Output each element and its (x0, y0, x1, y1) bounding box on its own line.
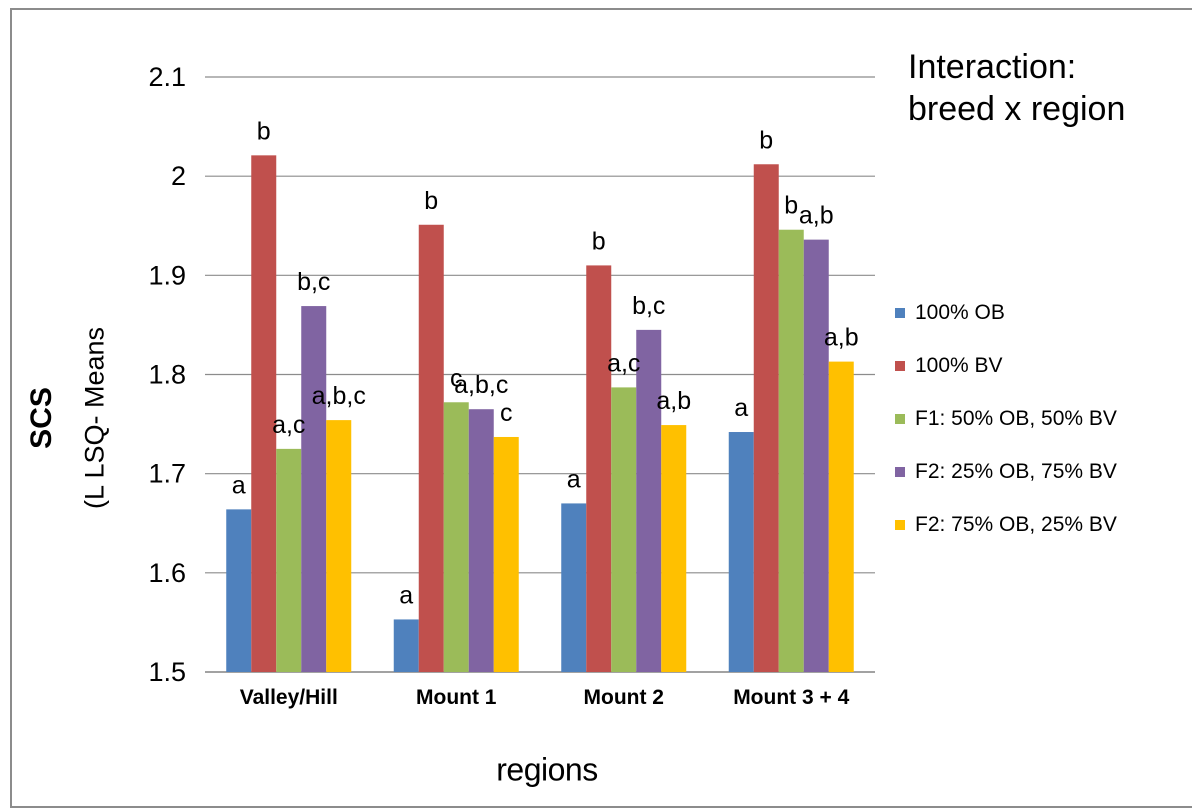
bar (728, 432, 754, 672)
x-tick-label: Valley/Hill (240, 686, 338, 709)
annotation-line-1: Interaction: (908, 48, 1077, 86)
y-tick-label: 1.6 (148, 558, 186, 588)
legend-item: F1: 50% OB, 50% BV (895, 392, 1117, 445)
significance-label: b (592, 227, 606, 255)
bar (661, 425, 687, 672)
bar (561, 503, 587, 672)
bar (468, 409, 494, 672)
significance-label: b (257, 117, 271, 145)
bar (611, 387, 637, 672)
legend-label: F2: 75% OB, 25% BV (915, 512, 1117, 536)
bars (226, 155, 854, 672)
legend-label: F1: 50% OB, 50% BV (915, 406, 1117, 430)
significance-label: b,c (297, 268, 330, 296)
x-tick-label: Mount 2 (584, 686, 664, 709)
bar (276, 448, 302, 672)
bar (636, 329, 662, 672)
x-tick-label: Mount 1 (416, 686, 497, 709)
legend-swatch (895, 519, 905, 530)
bar (493, 436, 519, 672)
significance-label: a,b (799, 202, 834, 230)
y-axis-label: SCS (25, 387, 58, 449)
bar (443, 402, 469, 672)
significance-label: a,b (824, 324, 859, 352)
significance-label: c (450, 364, 463, 392)
y-tick-label: 2 (171, 161, 186, 191)
bar (226, 509, 252, 672)
annotation-line-2: breed x region (908, 90, 1126, 128)
y-tick-label: 2.1 (148, 62, 186, 92)
legend-label: 100% OB (915, 300, 1005, 324)
legend-swatch (895, 413, 905, 424)
significance-label: a,b,c (312, 382, 366, 410)
significance-label: b (784, 192, 798, 220)
significance-label: a (567, 465, 581, 493)
bar (393, 619, 419, 672)
bar (586, 265, 612, 672)
y-tick-labels: 1.5 1.6 1.7 1.8 1.9 2 2.1 (148, 62, 186, 687)
significance-label: b,c (632, 292, 665, 320)
bar (753, 164, 779, 672)
bar (251, 155, 277, 672)
x-axis-label: regions (496, 751, 598, 788)
bar (828, 361, 854, 672)
legend-swatch (895, 307, 905, 318)
y-tick-label: 1.7 (148, 459, 186, 489)
legend-label: F2: 25% OB, 75% BV (915, 459, 1117, 483)
bar (803, 239, 829, 672)
significance-label: a,b,c (454, 371, 508, 399)
legend-swatch (895, 360, 905, 371)
significance-label: a (399, 581, 413, 609)
annotation-note: Interaction: breed x region (908, 46, 1125, 130)
legend-label: 100% BV (915, 353, 1003, 377)
legend: 100% OB 100% BV F1: 50% OB, 50% BV F2: 2… (895, 286, 1117, 551)
x-tick-labels: Valley/Hill Mount 1 Mount 2 Mount 3 + 4 (240, 686, 850, 709)
significance-label: a (232, 471, 246, 499)
y-tick-label: 1.5 (148, 657, 186, 687)
bar (326, 420, 352, 672)
x-tick-label: Mount 3 + 4 (733, 686, 849, 709)
significance-label: b (759, 126, 773, 154)
bar (301, 306, 327, 672)
bar (778, 229, 804, 672)
bar (418, 224, 444, 672)
legend-swatch (895, 466, 905, 477)
legend-item: 100% BV (895, 339, 1117, 392)
significance-label: b (424, 187, 438, 215)
significance-label: a,c (272, 411, 305, 439)
significance-label: a,c (607, 349, 640, 377)
legend-item: F2: 75% OB, 25% BV (895, 498, 1117, 551)
y-axis-sublabel: (L LSQ- Means (79, 326, 110, 510)
y-tick-label: 1.9 (148, 260, 186, 290)
legend-item: F2: 25% OB, 75% BV (895, 445, 1117, 498)
legend-item: 100% OB (895, 286, 1117, 339)
significance-label: a (734, 394, 748, 422)
significance-label: c (500, 399, 513, 427)
significance-label: a,b (656, 387, 691, 415)
y-tick-label: 1.8 (148, 360, 186, 390)
